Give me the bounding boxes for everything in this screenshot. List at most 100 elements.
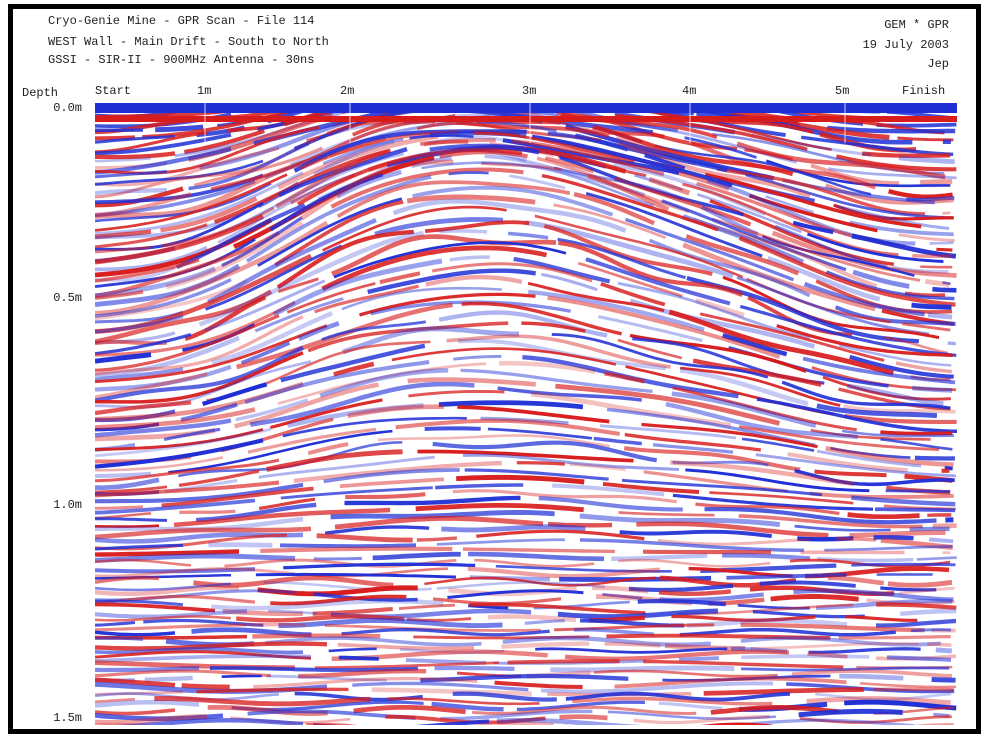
texture [307,442,349,456]
texture [511,139,665,177]
texture [740,636,941,647]
texture [407,377,536,387]
texture [910,628,951,633]
texture [95,278,232,318]
texture [95,553,296,563]
texture [682,182,899,257]
texture [254,297,344,333]
texture [95,214,265,265]
texture [352,681,529,692]
texture [391,347,617,366]
texture [436,581,605,590]
texture [516,461,565,466]
texture [234,382,380,429]
texture [184,295,267,341]
texture [95,517,168,522]
texture [461,301,622,336]
texture [440,709,593,721]
texture [333,361,375,377]
texture [507,659,620,665]
texture [614,676,847,689]
texture [474,131,635,164]
texture [652,443,734,454]
texture [636,521,829,538]
texture [95,245,208,272]
texture [602,593,643,600]
texture [453,354,502,361]
texture [247,427,377,454]
texture [196,502,317,523]
texture [328,647,377,653]
texture [741,654,870,660]
texture [931,677,956,683]
texture [617,338,683,360]
texture [642,549,771,555]
texture [95,372,208,399]
texture [919,179,953,185]
texture [830,446,911,459]
texture [330,510,555,520]
texture [557,237,687,280]
texture [95,697,136,704]
texture [824,545,953,552]
texture [452,691,557,702]
texture [726,573,847,580]
texture [279,543,417,549]
texture [344,495,521,506]
texture [95,146,280,187]
texture [95,456,224,472]
texture [876,602,957,610]
texture [322,205,507,252]
texture [321,245,547,291]
texture [322,137,404,165]
texture [95,505,144,510]
texture [623,446,801,472]
texture [95,134,176,144]
texture [278,618,503,629]
texture [810,163,900,186]
texture [843,404,956,414]
texture [95,567,296,578]
texture [436,538,565,546]
texture [834,305,956,326]
texture [452,489,677,504]
texture [658,701,723,711]
texture [695,298,745,318]
distance-label: 5m [835,84,850,98]
texture [624,432,762,452]
texture [95,159,264,186]
texture [534,214,744,279]
texture [336,180,571,219]
texture [95,223,208,249]
texture [914,455,955,461]
texture [296,148,523,206]
texture [95,258,200,283]
texture [95,314,184,334]
texture [722,333,788,357]
texture [593,436,642,446]
texture [547,131,629,152]
header-line: Cryo-Genie Mine - GPR Scan - File 114 [48,14,315,28]
texture [300,159,454,221]
texture [710,704,840,715]
texture [449,255,490,262]
texture [95,722,295,725]
texture [95,173,288,232]
texture [95,427,272,458]
texture [95,599,184,607]
texture [704,507,937,525]
texture [276,229,414,290]
texture [932,523,957,529]
texture [577,261,683,298]
texture [557,240,744,298]
texture [95,289,273,344]
texture [776,324,953,357]
texture [476,120,557,133]
texture [95,438,264,469]
texture [377,434,611,448]
texture [431,701,504,712]
texture [643,659,844,669]
texture [765,195,815,214]
texture [415,502,584,513]
texture [277,133,439,190]
